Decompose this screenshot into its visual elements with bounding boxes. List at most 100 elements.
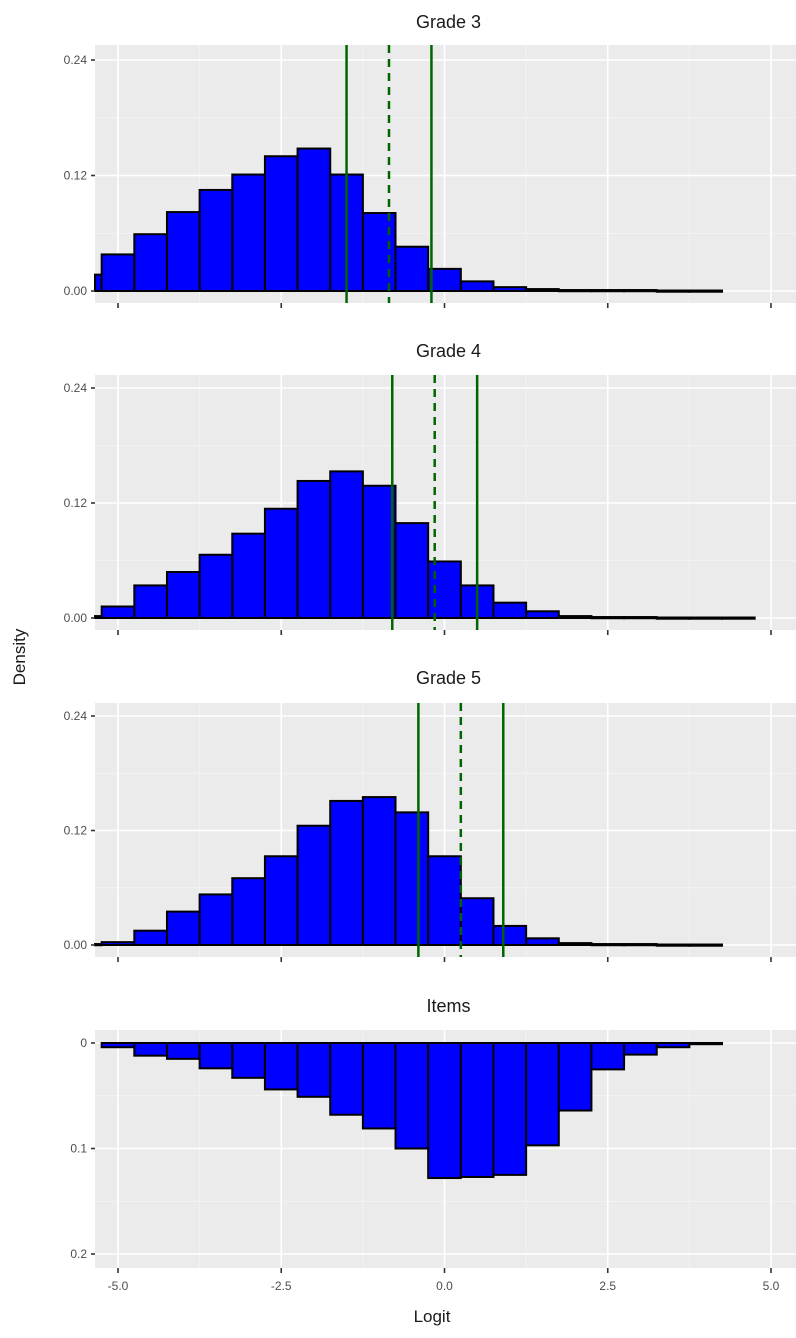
histogram-bar (231, 532, 266, 620)
y-tick-label: 0.12 (64, 824, 88, 838)
histogram-bar (133, 1042, 168, 1057)
histogram-bar (296, 1042, 332, 1098)
histogram-bar (296, 824, 332, 947)
panel-title: Grade 3 (416, 12, 481, 32)
histogram-bar (361, 212, 397, 293)
histogram-bar (590, 1042, 626, 1071)
histogram-bar (94, 943, 103, 947)
histogram-bar (231, 877, 266, 946)
histogram-bar (623, 1042, 658, 1056)
histogram-bar (94, 273, 103, 293)
y-tick-label: 0.00 (64, 611, 88, 625)
histogram-bar (394, 522, 430, 619)
histogram-bar (623, 943, 658, 947)
histogram-bar (427, 560, 462, 619)
histogram-bar (492, 924, 528, 947)
histogram-bar (623, 616, 658, 620)
y-tick-label: 0.12 (64, 169, 88, 183)
histogram-bar (165, 211, 201, 292)
y-tick-label: 0.1 (70, 1142, 87, 1156)
histogram-bar (459, 1042, 495, 1178)
y-tick-label: 0.24 (64, 53, 88, 67)
y-tick-label: 0.24 (64, 709, 88, 723)
histogram-bar (688, 289, 724, 293)
histogram-bar (590, 943, 626, 947)
histogram-bar (688, 943, 724, 947)
histogram-bar (459, 897, 495, 947)
histogram-bar (100, 1042, 136, 1049)
histogram-bar (231, 1042, 266, 1079)
y-tick-label: 0 (80, 1036, 87, 1050)
histogram-bar (133, 584, 168, 620)
histogram-bar (165, 910, 201, 947)
histogram-bar (427, 1042, 462, 1180)
histogram-bar (525, 610, 560, 620)
histogram-bar (361, 796, 397, 947)
x-tick-label: -5.0 (108, 1279, 129, 1293)
histogram-bar (165, 1042, 201, 1060)
histogram-bar (394, 811, 430, 947)
histogram-bar (525, 288, 560, 293)
histogram-bar (525, 1042, 560, 1147)
histogram-bar (492, 286, 528, 292)
histogram-bar (492, 1042, 528, 1176)
panel-items: 0 0.1 0.2 -5.0 -2.5 0.0 2.5 5.0 Items (70, 996, 796, 1293)
histogram-bar (231, 173, 266, 293)
histogram-bar (525, 937, 560, 947)
histogram-bar (557, 289, 593, 293)
histogram-bar (688, 1042, 724, 1046)
histogram-bar (100, 941, 136, 947)
y-tick-label: 0.00 (64, 938, 88, 952)
histogram-bar (198, 553, 234, 619)
histogram-bar (688, 616, 724, 620)
histogram-bar (557, 942, 593, 947)
histogram-bar (165, 571, 201, 619)
histogram-bar (590, 616, 626, 620)
histogram-bar (557, 1042, 593, 1112)
histogram-bar (655, 616, 691, 620)
histogram-bar (427, 267, 462, 292)
x-tick-label: 2.5 (599, 1279, 616, 1293)
panel-grade-5: 0.00 0.12 0.24 Grade 5 (64, 668, 796, 962)
histogram-bar (263, 507, 299, 619)
y-tick-label: 0.00 (64, 284, 88, 298)
histogram-bar (590, 289, 626, 293)
panel-grade-3: 0.00 0.12 0.24 Grade 3 (64, 12, 796, 308)
histogram-bar (263, 1042, 299, 1091)
y-tick-label: 0.24 (64, 381, 88, 395)
y-tick-label: 0.12 (64, 496, 88, 510)
y-tick-label: 0.2 (70, 1247, 87, 1261)
y-axis-title: Density (10, 628, 29, 685)
histogram-bar (492, 601, 528, 620)
x-axis-title: Logit (414, 1307, 451, 1326)
histogram-bar (459, 280, 495, 292)
histogram-bar (133, 929, 168, 946)
histogram-bar (198, 893, 234, 946)
histogram-bar (361, 1042, 397, 1130)
histogram-bar (623, 289, 658, 293)
histogram-bar (394, 1042, 430, 1150)
x-tick-label: -2.5 (271, 1279, 292, 1293)
histogram-bar (198, 1042, 234, 1070)
histogram-bar (329, 470, 364, 619)
histogram-bar (296, 479, 332, 620)
panel-title: Grade 4 (416, 341, 481, 361)
histogram-bar (721, 616, 756, 620)
histogram-bar (427, 855, 462, 947)
histogram-bar (394, 245, 430, 293)
histogram-bar (133, 233, 168, 292)
histogram-bar (94, 615, 103, 619)
panel-grade-4: 0.00 0.12 0.24 Grade 4 (64, 341, 796, 635)
histogram-bar (361, 484, 397, 619)
histogram-bar (655, 943, 691, 947)
histogram-bar (329, 1042, 364, 1116)
histogram-bar (100, 253, 136, 293)
histogram-bar (557, 615, 593, 619)
x-tick-label: 5.0 (763, 1279, 780, 1293)
histogram-bar (296, 147, 332, 292)
histogram-bar (100, 605, 136, 619)
histogram-bar (198, 188, 234, 292)
